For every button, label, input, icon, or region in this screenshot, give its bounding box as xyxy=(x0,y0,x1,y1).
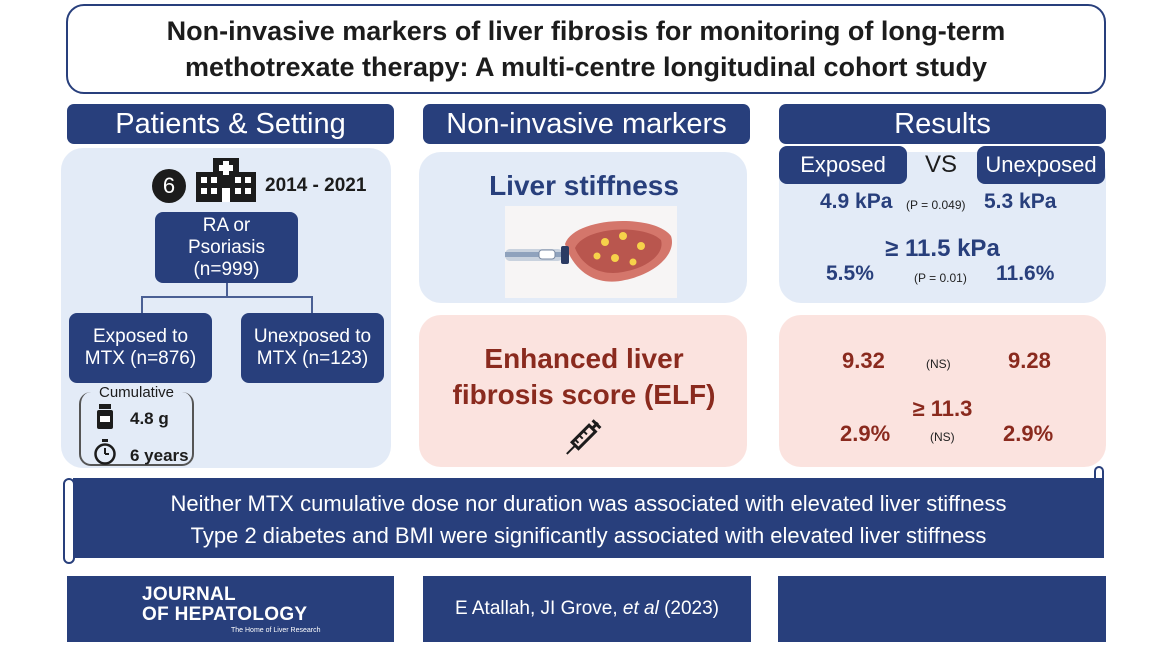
scroll-roll-right xyxy=(1094,466,1104,478)
authors-year: (2023) xyxy=(658,598,720,619)
stiffness-unexposed-value: 5.3 kPa xyxy=(984,190,1057,213)
root-line-2: Psoriasis xyxy=(187,236,266,258)
title-box: Non-invasive markers of liver fibrosis f… xyxy=(66,4,1106,94)
cumulative-duration: 6 years xyxy=(130,446,189,465)
header-markers: Non-invasive markers xyxy=(423,104,750,144)
vs-label: VS xyxy=(924,151,957,178)
conclusion-line-2: Type 2 diabetes and BMI were significant… xyxy=(190,523,987,548)
stiffness-pct-exposed: 5.5% xyxy=(826,262,874,285)
connector-horizontal xyxy=(141,296,313,298)
stiffness-exposed-value: 4.9 kPa xyxy=(820,190,893,213)
stiffness-p-value: (P = 0.049) xyxy=(906,198,966,212)
exposed-line-1: Exposed to xyxy=(92,326,189,347)
stiffness-pct-unexposed: 11.6% xyxy=(996,262,1055,285)
connector-vertical xyxy=(226,283,228,297)
journal-name-line-2: OF HEPATOLOGY xyxy=(142,604,308,625)
elf-pct-unexposed: 2.9% xyxy=(1003,421,1054,446)
authors-box: E Atallah, JI Grove, et al (2023) xyxy=(423,576,751,642)
exposed-box: Exposed to MTX (n=876) xyxy=(69,313,212,383)
authors-etal: et al xyxy=(622,598,659,619)
authors-names: E Atallah, JI Grove, xyxy=(454,598,623,619)
root-cohort-box: RA or Psoriasis (n=999) xyxy=(155,212,298,283)
connector-right xyxy=(311,296,313,314)
centres-count-badge: 6 xyxy=(152,169,186,203)
journal-logo-box xyxy=(67,576,394,642)
elf-pct-exposed: 2.9% xyxy=(840,421,891,446)
conclusion-banner xyxy=(73,478,1104,558)
elf-exposed-value: 9.32 xyxy=(842,348,885,373)
header-results: Results xyxy=(779,104,1106,144)
study-years: 2014 - 2021 xyxy=(265,175,367,196)
elf-ns-label: (NS) xyxy=(926,357,951,371)
elf-panel xyxy=(419,315,747,467)
unexposed-box: Unexposed to MTX (n=123) xyxy=(241,313,384,383)
stiffness-pct-p-value: (P = 0.01) xyxy=(914,271,967,285)
scroll-roll-left xyxy=(63,478,75,564)
footer-blank-box xyxy=(778,576,1106,642)
stopwatch-icon xyxy=(94,439,116,465)
liver-stiffness-title: Liver stiffness xyxy=(489,170,679,201)
stiffness-threshold: ≥ 11.5 kPa xyxy=(885,235,1000,262)
hospital-icon xyxy=(196,158,256,202)
pill-bottle-icon xyxy=(97,404,113,429)
conclusion-line-1: Neither MTX cumulative dose nor duration… xyxy=(170,491,1007,516)
cumulative-bracket xyxy=(79,392,194,466)
syringe-icon xyxy=(566,419,602,455)
cumulative-dose: 4.8 g xyxy=(130,409,169,428)
unexposed-line-2: MTX (n=123) xyxy=(256,348,369,369)
unexposed-line-1: Unexposed to xyxy=(253,326,372,347)
elf-title-line-2: fibrosis score (ELF) xyxy=(452,379,716,410)
cumulative-label: Cumulative xyxy=(96,384,178,401)
journal-name-line-1: JOURNAL xyxy=(142,584,236,605)
header-patients: Patients & Setting xyxy=(67,104,394,144)
elf-title-line-1: Enhanced liver xyxy=(484,343,684,374)
title-line-2: methotrexate therapy: A multi-centre lon… xyxy=(184,52,988,82)
root-line-1: RA or xyxy=(202,214,251,236)
elf-threshold: ≥ 11.3 xyxy=(912,396,973,421)
exposed-line-2: MTX (n=876) xyxy=(84,348,197,369)
journal-tagline: The Home of Liver Research xyxy=(231,627,321,634)
fibroscan-liver-icon xyxy=(505,206,677,298)
results-elf-panel xyxy=(779,315,1106,467)
root-line-3: (n=999) xyxy=(193,258,260,280)
exposed-tab: Exposed xyxy=(779,146,907,184)
elf-unexposed-value: 9.28 xyxy=(1008,348,1051,373)
elf-pct-ns-label: (NS) xyxy=(930,430,955,444)
connector-left xyxy=(141,296,143,314)
title-line-1: Non-invasive markers of liver fibrosis f… xyxy=(166,16,1006,46)
unexposed-tab: Unexposed xyxy=(977,146,1105,184)
